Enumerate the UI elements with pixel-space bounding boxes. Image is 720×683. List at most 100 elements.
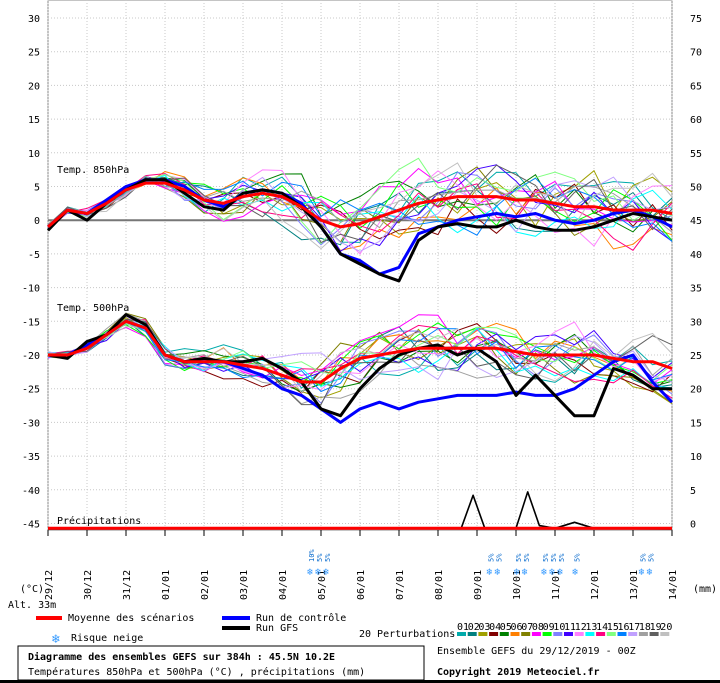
pert-number: 19 xyxy=(650,622,662,633)
x-tick-label: 12/01 xyxy=(590,570,601,600)
chart-subtitle: Températures 850hPa et 500hPa (°C) , pré… xyxy=(28,666,365,678)
x-tick-labels: 29/12 30/12 31/12 01/01 02/01 03/01 04/01 05/01… xyxy=(44,530,679,600)
legend-gfs: Run GFS xyxy=(256,623,298,634)
left-tick-label: -35 xyxy=(22,452,40,463)
snowflake-icon: ❄ xyxy=(487,567,494,578)
left-tick-label: -25 xyxy=(22,385,40,396)
pert-number: 18 xyxy=(639,622,651,633)
right-tick-label: 25 xyxy=(690,351,702,362)
legend-snow: Risque neige xyxy=(71,633,143,644)
x-tick-label: 31/12 xyxy=(122,570,133,600)
right-tick-label: 45 xyxy=(690,216,702,227)
panel-label-t850: Temp. 850hPa xyxy=(57,165,129,176)
x-tick-label: 29/12 xyxy=(44,570,55,600)
pert-swatch xyxy=(564,632,573,636)
pert-number: 13 xyxy=(585,622,597,633)
pert-swatch xyxy=(499,632,509,636)
right-tick-label: 30 xyxy=(690,317,702,328)
snow-risk-label: 5% xyxy=(573,553,581,562)
perturbation-line xyxy=(47,320,673,393)
left-tick-label: 25 xyxy=(28,48,40,59)
series-t850-line xyxy=(47,181,673,229)
right-tick-label: 15 xyxy=(690,418,702,429)
snow-risk-label: 5% xyxy=(542,553,550,562)
pert-swatch xyxy=(521,632,531,636)
snow-risk-label: 5% xyxy=(515,553,523,562)
snowflake-icon: ❄ xyxy=(51,632,60,647)
x-tick-label: 03/01 xyxy=(239,570,250,600)
left-axis-unit: (°C) xyxy=(20,584,44,595)
perturbation-line xyxy=(47,173,673,251)
perturbation-line xyxy=(47,314,673,385)
pert-number: 07 xyxy=(521,622,533,633)
pert-number: 03 xyxy=(478,622,490,633)
pert-swatch xyxy=(649,632,659,636)
snow-risk-label: 5% xyxy=(558,553,566,562)
bottom-border xyxy=(0,680,720,683)
pert-number: 06 xyxy=(511,622,523,633)
left-tick-label: -30 xyxy=(22,418,40,429)
pert-swatch xyxy=(606,632,616,636)
snowflake-icon: ❄ xyxy=(495,567,502,578)
x-tick-label: 14/01 xyxy=(668,570,679,600)
perturbation-line xyxy=(47,157,673,245)
pert-swatch xyxy=(457,632,466,636)
snowflake-icon: ❄ xyxy=(514,567,521,578)
pert-number: 20 xyxy=(660,622,672,633)
altitude-label: Alt. 33m xyxy=(8,600,56,611)
right-tick-label: 65 xyxy=(690,81,702,92)
left-tick-label: 20 xyxy=(28,81,40,92)
right-tick-label: 0 xyxy=(690,520,696,531)
x-tick-label: 05/01 xyxy=(317,570,328,600)
x-tick-label: 07/01 xyxy=(395,570,406,600)
series-t500-line xyxy=(48,319,673,384)
snowflake-icon: ❄ xyxy=(541,567,548,578)
snowflake-icon: ❄ xyxy=(307,567,314,578)
pert-number: 08 xyxy=(532,622,544,633)
snowflake-icon: ❄ xyxy=(557,567,564,578)
snow-risk-label: 5% xyxy=(648,553,656,562)
right-axis-unit: (mm) xyxy=(693,584,717,595)
series-t850-line xyxy=(46,178,673,283)
pert-number: 15 xyxy=(607,622,619,633)
snow-risk-label: 5% xyxy=(550,553,558,562)
pert-number: 01 xyxy=(457,622,469,633)
snowflake-icon: ❄ xyxy=(323,567,330,578)
panel-label-t500: Temp. 500hPa xyxy=(57,303,129,314)
pert-swatch xyxy=(467,632,477,636)
snowflake-icon: ❄ xyxy=(315,567,322,578)
chart-title: Diagramme des ensembles GEFS sur 384h : … xyxy=(28,651,335,663)
perturbation-line xyxy=(47,318,673,406)
copyright: Copyright 2019 Meteociel.fr xyxy=(437,666,600,678)
snow-risk-label: 5% xyxy=(523,553,531,562)
x-tick-label: 09/01 xyxy=(473,570,484,600)
pert-number: 05 xyxy=(500,622,512,633)
pert-number: 10 xyxy=(553,622,565,633)
left-tick-label: -10 xyxy=(22,284,40,295)
pert-swatch xyxy=(574,632,584,636)
left-tick-label: -45 xyxy=(22,520,40,531)
pert-number: 14 xyxy=(596,622,608,633)
legend-perturbations: 20 Perturbations xyxy=(359,629,455,640)
left-tick-label: 15 xyxy=(28,115,40,126)
left-tick-label: -40 xyxy=(22,486,40,497)
snowflake-icon: ❄ xyxy=(522,567,529,578)
legend: Moyenne des scénarios Run de contrôle Ru… xyxy=(36,612,672,647)
snowflake-icon: ❄ xyxy=(572,567,579,578)
x-tick-label: 30/12 xyxy=(83,570,94,600)
pert-swatch xyxy=(542,632,552,636)
left-tick-label: 10 xyxy=(28,149,40,160)
snow-risk-label: 5% xyxy=(496,553,504,562)
snow-risk-label: 5% xyxy=(316,553,324,562)
pert-swatch xyxy=(596,632,606,636)
snow-risk-label: 10% xyxy=(308,549,316,562)
x-tick-label: 08/01 xyxy=(434,570,445,600)
pert-swatch xyxy=(531,632,541,636)
x-tick-label: 11/01 xyxy=(551,570,562,600)
right-tick-label: 70 xyxy=(690,48,702,59)
x-tick-label: 10/01 xyxy=(512,570,523,600)
snow-risk-label: 5% xyxy=(640,553,648,562)
pert-swatch xyxy=(585,632,595,636)
